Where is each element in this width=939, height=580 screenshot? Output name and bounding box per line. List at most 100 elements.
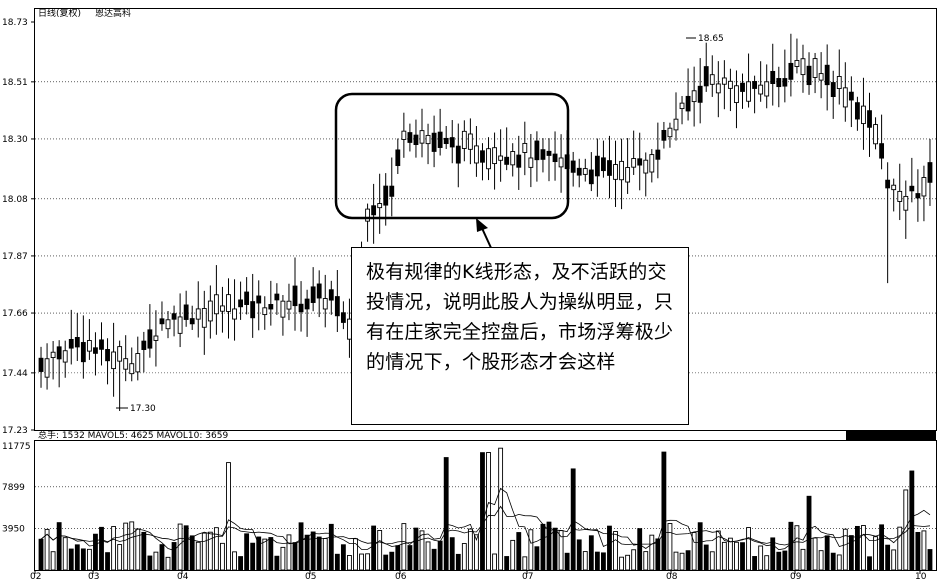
volume-bar	[377, 530, 383, 571]
volume-bar	[419, 530, 425, 571]
candle-body	[377, 203, 383, 209]
candle-body	[316, 283, 322, 299]
candle-body	[685, 95, 691, 112]
low-label: 17.30	[130, 404, 156, 414]
candle-body	[649, 154, 655, 173]
candle-body	[764, 81, 770, 97]
candle-body	[788, 62, 794, 80]
candle-body	[334, 296, 340, 317]
volume-bar	[105, 552, 110, 571]
volume-bar	[788, 521, 794, 571]
volume-bar	[280, 546, 286, 571]
volume-bar	[147, 555, 153, 571]
volume-bar	[564, 552, 570, 571]
volume-bar	[649, 534, 655, 571]
candle-body	[38, 357, 44, 372]
volume-bar	[752, 556, 758, 571]
volume-bar	[455, 553, 461, 571]
candle-body	[842, 87, 848, 108]
candle-body	[455, 145, 461, 164]
month-label: 07	[522, 572, 533, 580]
candle-body	[431, 132, 437, 152]
volume-bar	[697, 522, 703, 571]
volume-bar	[740, 542, 745, 571]
candle-body	[220, 305, 225, 312]
volume-bar	[322, 538, 328, 571]
volume-bar	[570, 468, 576, 571]
volume-bar	[129, 521, 135, 571]
volume-bar	[776, 551, 782, 571]
candle-body	[250, 301, 256, 319]
volume-bar	[117, 544, 123, 571]
candle-body	[117, 346, 123, 362]
candle-body	[879, 143, 885, 159]
price-tick-label: 18.08	[2, 195, 28, 205]
volume-bar	[68, 548, 74, 571]
candle-body	[607, 160, 612, 176]
volume-bar	[836, 554, 842, 571]
candle-body	[576, 167, 582, 176]
volume-bar	[50, 551, 56, 571]
candle-body	[516, 154, 522, 168]
volume-bar	[582, 551, 588, 571]
volume-bar	[709, 551, 715, 571]
volume-bar	[268, 537, 274, 571]
volume-bar	[818, 550, 824, 571]
volume-bar	[347, 555, 352, 571]
candle-body	[770, 70, 776, 84]
month-label: 05	[305, 572, 316, 580]
candle-body	[601, 157, 606, 172]
price-tick-label: 17.44	[2, 369, 28, 379]
volume-bar	[111, 526, 117, 571]
price-panel-frame	[34, 8, 937, 431]
volume-bar	[522, 556, 528, 571]
price-tick-label: 17.66	[2, 309, 28, 319]
candle-body	[691, 90, 697, 103]
candle-body	[594, 155, 600, 177]
volume-bar	[123, 522, 129, 571]
volume-bar	[540, 523, 546, 571]
volume-bar	[310, 531, 316, 571]
candle-body	[794, 60, 800, 67]
candle-body	[56, 346, 62, 360]
candle-body	[697, 85, 703, 103]
callout-arrow-shaft	[480, 225, 493, 251]
candle-body	[510, 151, 516, 166]
volume-bar	[401, 523, 407, 571]
volume-bar	[806, 495, 812, 571]
candle-body	[340, 312, 346, 323]
volume-bar	[407, 545, 413, 571]
candle-body	[480, 150, 485, 163]
candle-body	[135, 353, 141, 373]
volume-bar	[637, 528, 643, 571]
mavol5-line	[40, 487, 931, 551]
candle-body	[782, 78, 788, 87]
candle-body	[328, 289, 334, 301]
volume-bar	[274, 555, 280, 571]
volume-bar	[842, 528, 848, 571]
candle-body	[437, 131, 443, 148]
volume-bar	[365, 553, 370, 571]
volume-bar	[625, 554, 631, 571]
volume-bar	[510, 539, 516, 571]
volume-bar	[661, 451, 667, 571]
volume-bar	[528, 529, 534, 571]
volume-gridlines	[35, 486, 936, 529]
candle-body	[619, 160, 624, 181]
candle-body	[141, 340, 147, 350]
candle-body	[365, 208, 370, 222]
volume-bar	[449, 537, 455, 571]
candle-body	[824, 64, 830, 86]
volume-bar	[758, 545, 764, 571]
volume-bar	[782, 550, 788, 571]
candle-body	[498, 155, 504, 161]
candle-body	[50, 351, 56, 359]
volume-bar	[171, 542, 177, 571]
candle-body	[806, 65, 812, 86]
volume-bar	[328, 523, 334, 571]
candle-body	[461, 130, 467, 149]
candle-body	[165, 319, 171, 330]
volume-bar	[492, 553, 497, 571]
candle-body	[407, 132, 413, 143]
candle-body	[740, 82, 745, 92]
